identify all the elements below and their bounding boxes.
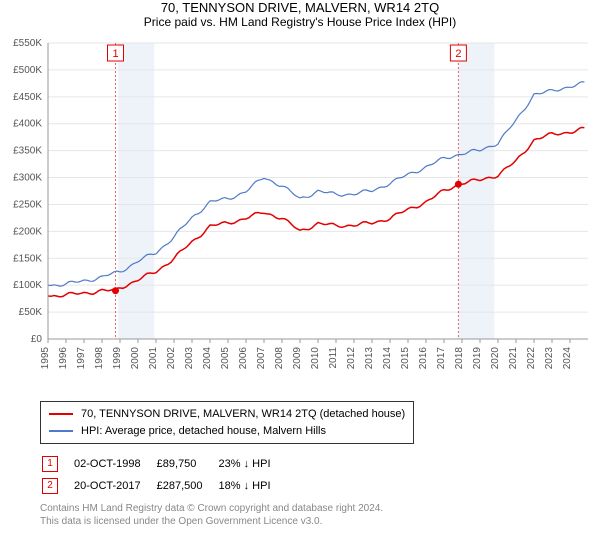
svg-text:2018: 2018 bbox=[454, 347, 465, 370]
sale-date: 20-OCT-2017 bbox=[74, 476, 155, 496]
svg-text:£250K: £250K bbox=[13, 199, 42, 210]
svg-text:2003: 2003 bbox=[184, 347, 195, 370]
table-row: 1 02-OCT-1998£89,75023% ↓ HPI bbox=[42, 454, 285, 474]
price-chart: £0 £50K £100K £150K £200K £250K £300K £350K £400… bbox=[0, 35, 600, 395]
svg-text:2011: 2011 bbox=[328, 347, 339, 369]
sale-marker-icon: 1 bbox=[42, 456, 58, 472]
legend-label: HPI: Average price, detached house, Malv… bbox=[81, 423, 326, 440]
page-subtitle: Price paid vs. HM Land Registry's House … bbox=[0, 15, 600, 29]
svg-text:£550K: £550K bbox=[13, 38, 42, 49]
svg-text:2014: 2014 bbox=[382, 347, 393, 370]
svg-text:2023: 2023 bbox=[544, 347, 555, 370]
svg-text:2005: 2005 bbox=[220, 347, 231, 370]
legend: 70, TENNYSON DRIVE, MALVERN, WR14 2TQ (d… bbox=[40, 401, 414, 444]
svg-text:2009: 2009 bbox=[292, 347, 303, 370]
svg-text:£100K: £100K bbox=[13, 280, 42, 291]
legend-swatch bbox=[49, 413, 73, 415]
svg-text:2019: 2019 bbox=[472, 347, 483, 370]
svg-text:£300K: £300K bbox=[13, 173, 42, 184]
svg-text:2000: 2000 bbox=[130, 347, 141, 370]
sale-delta: 18% ↓ HPI bbox=[219, 476, 285, 496]
table-row: 2 20-OCT-2017£287,50018% ↓ HPI bbox=[42, 476, 285, 496]
sale-delta: 23% ↓ HPI bbox=[219, 454, 285, 474]
svg-text:1997: 1997 bbox=[76, 347, 87, 370]
svg-text:2020: 2020 bbox=[490, 347, 501, 370]
svg-text:2004: 2004 bbox=[202, 347, 213, 370]
legend-label: 70, TENNYSON DRIVE, MALVERN, WR14 2TQ (d… bbox=[81, 406, 405, 423]
svg-text:2: 2 bbox=[455, 48, 461, 60]
svg-text:2022: 2022 bbox=[526, 347, 537, 370]
svg-text:2002: 2002 bbox=[166, 347, 177, 370]
svg-text:2006: 2006 bbox=[238, 347, 249, 370]
svg-text:1996: 1996 bbox=[58, 347, 69, 370]
legend-item: 70, TENNYSON DRIVE, MALVERN, WR14 2TQ (d… bbox=[49, 406, 405, 423]
svg-text:2008: 2008 bbox=[274, 347, 285, 370]
sale-marker-icon: 2 bbox=[42, 478, 58, 494]
svg-text:2010: 2010 bbox=[310, 347, 321, 370]
svg-text:£0: £0 bbox=[31, 334, 43, 345]
svg-text:2016: 2016 bbox=[418, 347, 429, 370]
svg-text:1999: 1999 bbox=[112, 347, 123, 370]
svg-text:2015: 2015 bbox=[400, 347, 411, 370]
svg-text:£500K: £500K bbox=[13, 65, 42, 76]
svg-text:£150K: £150K bbox=[13, 253, 42, 264]
svg-text:1998: 1998 bbox=[94, 347, 105, 370]
svg-text:2013: 2013 bbox=[364, 347, 375, 370]
legend-swatch bbox=[49, 430, 73, 432]
svg-text:2001: 2001 bbox=[148, 347, 159, 370]
page-title: 70, TENNYSON DRIVE, MALVERN, WR14 2TQ bbox=[0, 0, 600, 15]
svg-text:1: 1 bbox=[112, 48, 118, 60]
sale-date: 02-OCT-1998 bbox=[74, 454, 155, 474]
sale-price: £89,750 bbox=[157, 454, 217, 474]
svg-text:£450K: £450K bbox=[13, 92, 42, 103]
svg-text:2017: 2017 bbox=[436, 347, 447, 370]
footer-attribution: Contains HM Land Registry data © Crown c… bbox=[40, 502, 580, 528]
sale-price: £287,500 bbox=[157, 476, 217, 496]
svg-text:£400K: £400K bbox=[13, 119, 42, 130]
svg-text:2024: 2024 bbox=[562, 347, 573, 370]
svg-text:1995: 1995 bbox=[40, 347, 51, 370]
svg-text:£50K: £50K bbox=[19, 307, 43, 318]
svg-text:2007: 2007 bbox=[256, 347, 267, 370]
legend-item: HPI: Average price, detached house, Malv… bbox=[49, 423, 405, 440]
svg-text:2012: 2012 bbox=[346, 347, 357, 370]
sales-table: 1 02-OCT-1998£89,75023% ↓ HPI 2 20-OCT-2017… bbox=[40, 452, 287, 498]
svg-text:£350K: £350K bbox=[13, 146, 42, 157]
svg-text:£200K: £200K bbox=[13, 226, 42, 237]
svg-text:2021: 2021 bbox=[508, 347, 519, 370]
